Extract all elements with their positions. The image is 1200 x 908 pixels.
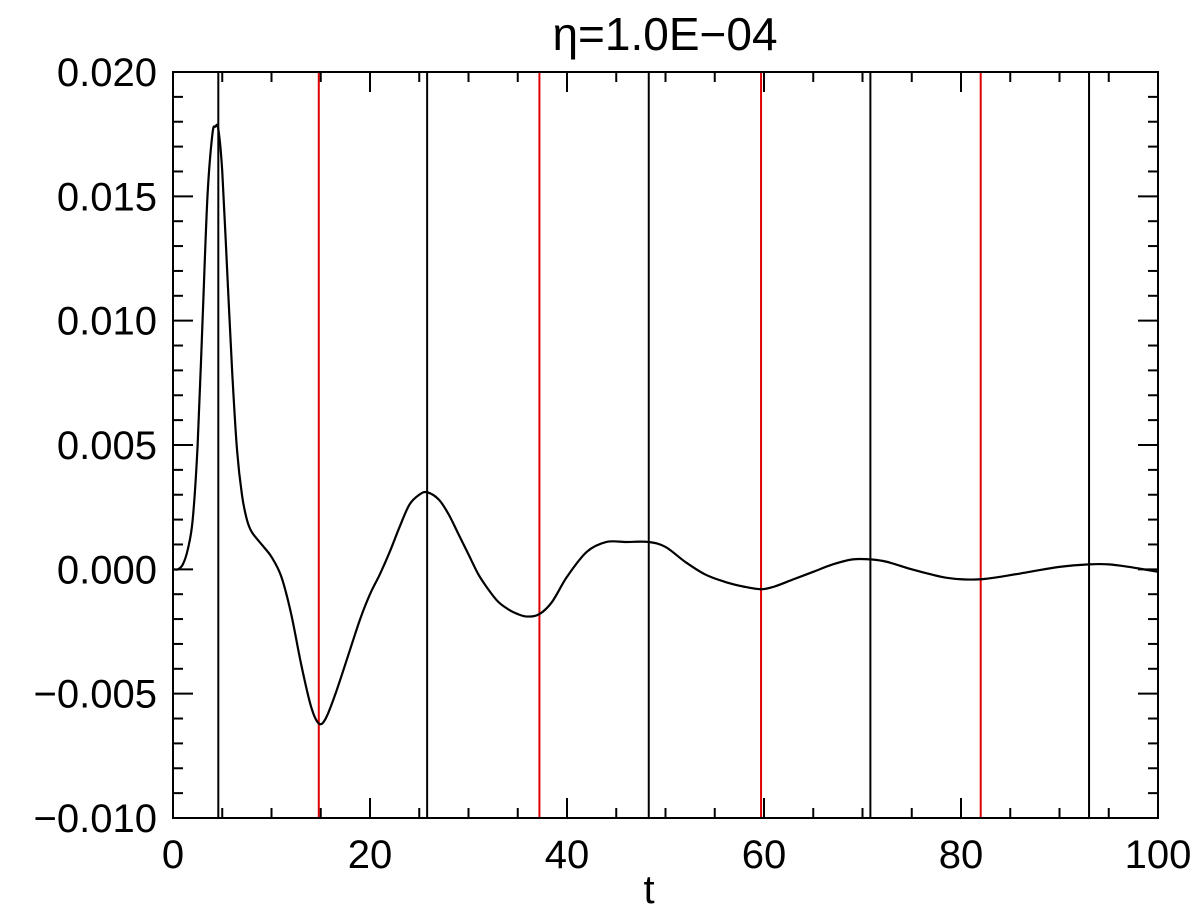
x-tick-label: 40 [545,833,590,877]
y-tick-label: 0.000 [57,548,157,592]
x-tick-label: 60 [742,833,787,877]
chart-title: η=1.0E−04 [552,8,777,60]
x-tick-label: 0 [162,833,184,877]
x-tick-label: 20 [348,833,393,877]
x-axis-label: t [643,868,654,908]
vertical-lines [217,72,1091,818]
axis-ticks [172,71,1159,819]
x-tick-label: 100 [1125,833,1192,877]
y-tick-label: 0.020 [57,51,157,95]
y-tick-label: 0.015 [57,175,157,219]
y-tick-label: −0.010 [34,797,157,841]
plot-frame [172,71,1159,819]
y-tick-label: −0.005 [34,673,157,717]
y-tick-label: 0.005 [57,424,157,468]
tick-labels: 0 20 40 60 80 100 −0.010 −0.005 0.000 0.005 0.010 0… [34,51,1192,877]
y-tick-label: 0.010 [57,300,157,344]
curve-layer [172,123,1159,726]
x-tick-label: 80 [939,833,984,877]
data-line-0 [172,123,1159,726]
